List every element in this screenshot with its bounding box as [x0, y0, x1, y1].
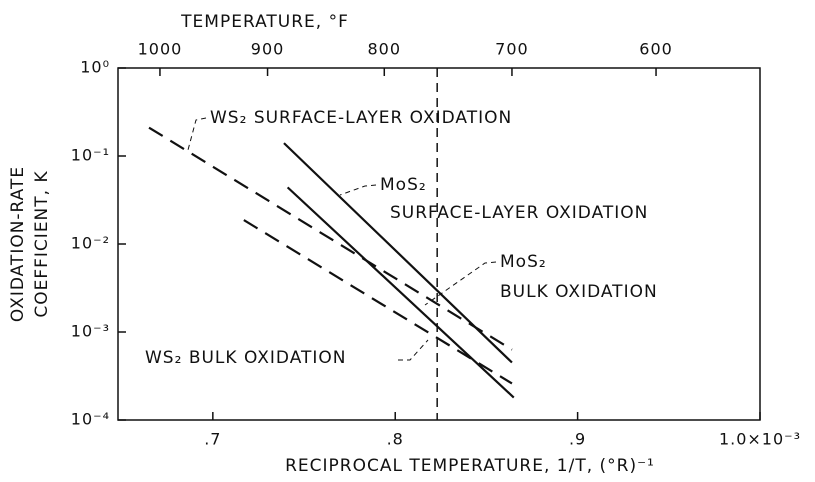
x2-tick-label: 900	[251, 40, 285, 59]
top-axis-title: TEMPERATURE, °F	[180, 12, 349, 32]
series-line	[243, 219, 513, 385]
y-tick-label: 10⁰	[80, 58, 110, 77]
y-axis-label: COEFFICIENT, K	[32, 170, 52, 317]
annotation: SURFACE-LAYER OXIDATION	[390, 203, 648, 223]
x2-tick-label: 600	[639, 40, 673, 59]
series-line	[286, 186, 515, 399]
x2-tick-label: 1000	[138, 40, 183, 59]
annotation: BULK OXIDATION	[500, 282, 658, 302]
y-tick-label: 10⁻²	[71, 234, 110, 253]
leader-line	[424, 261, 497, 306]
x-tick-label: .8	[387, 430, 404, 449]
leader-line	[187, 117, 207, 151]
series-line	[148, 126, 513, 351]
annotation: WS₂ BULK OXIDATION	[145, 348, 347, 368]
leader-line	[339, 184, 377, 196]
y-tick-label: 10⁻³	[71, 322, 110, 341]
x-tick-label: .7	[204, 430, 221, 449]
x2-tick-label: 700	[495, 40, 529, 59]
x-tick-label: .9	[569, 430, 586, 449]
annotation: WS₂ SURFACE-LAYER OXIDATION	[210, 108, 512, 128]
y-tick-label: 10⁻⁴	[71, 410, 110, 429]
y-axis-label: OXIDATION-RATE	[8, 166, 28, 322]
x-tick-label: 1.0×10⁻³	[719, 430, 801, 449]
y-tick-label: 10⁻¹	[71, 146, 110, 165]
series-line	[283, 142, 513, 364]
leader-line	[398, 339, 429, 361]
x-axis-label: RECIPROCAL TEMPERATURE, 1/T, (°R)⁻¹	[285, 456, 655, 476]
annotation: MoS₂	[380, 175, 427, 195]
annotation: MoS₂	[500, 252, 547, 272]
x2-tick-label: 800	[368, 40, 402, 59]
